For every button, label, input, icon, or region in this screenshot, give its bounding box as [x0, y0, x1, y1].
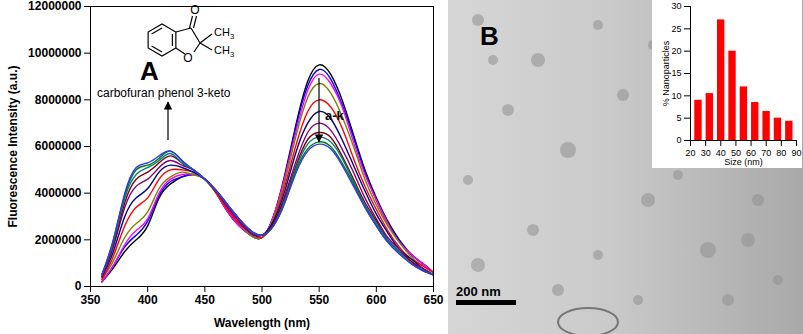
svg-text:0: 0	[676, 135, 681, 145]
svg-text:10000000: 10000000	[28, 46, 82, 60]
svg-text:30: 30	[701, 148, 711, 158]
svg-text:CH3: CH3	[214, 44, 234, 59]
svg-text:350: 350	[80, 293, 100, 307]
svg-text:Fluorescence Intensity (a.u.): Fluorescence Intensity (a.u.)	[6, 65, 20, 227]
svg-text:0: 0	[75, 279, 82, 293]
svg-text:CH3: CH3	[214, 26, 234, 41]
svg-text:O: O	[183, 51, 192, 65]
svg-text:70: 70	[761, 147, 772, 158]
svg-text:10: 10	[671, 91, 681, 101]
svg-text:O: O	[190, 3, 199, 17]
svg-text:15: 15	[671, 68, 681, 78]
svg-text:450: 450	[195, 293, 215, 307]
svg-text:8000000: 8000000	[35, 93, 82, 107]
svg-text:B: B	[480, 21, 499, 51]
svg-text:20: 20	[671, 46, 681, 56]
svg-text:25: 25	[671, 24, 681, 34]
svg-text:650: 650	[423, 293, 443, 307]
svg-text:30: 30	[671, 1, 681, 11]
svg-text:5: 5	[676, 113, 681, 123]
svg-text:200 nm: 200 nm	[456, 284, 501, 299]
svg-text:600: 600	[366, 293, 386, 307]
svg-text:2000000: 2000000	[35, 233, 82, 247]
svg-text:20: 20	[685, 148, 695, 158]
svg-text:500: 500	[252, 293, 272, 307]
svg-text:550: 550	[309, 293, 329, 307]
svg-text:80: 80	[776, 148, 786, 158]
svg-text:carbofuran phenol 3-keto: carbofuran phenol 3-keto	[97, 86, 231, 100]
svg-text:50: 50	[730, 147, 741, 158]
svg-text:Size (nm): Size (nm)	[724, 157, 763, 167]
svg-text:A: A	[140, 56, 159, 86]
svg-text:90: 90	[791, 148, 801, 158]
svg-text:% Nanoparticles: % Nanoparticles	[661, 40, 671, 106]
svg-text:6000000: 6000000	[35, 139, 82, 153]
svg-text:a-k: a-k	[325, 108, 345, 123]
svg-text:4000000: 4000000	[35, 186, 82, 200]
svg-text:40: 40	[715, 147, 726, 158]
svg-text:400: 400	[138, 293, 158, 307]
svg-text:12000000: 12000000	[28, 0, 82, 13]
svg-text:Wavelength (nm): Wavelength (nm)	[214, 316, 310, 330]
svg-text:60: 60	[746, 147, 757, 158]
